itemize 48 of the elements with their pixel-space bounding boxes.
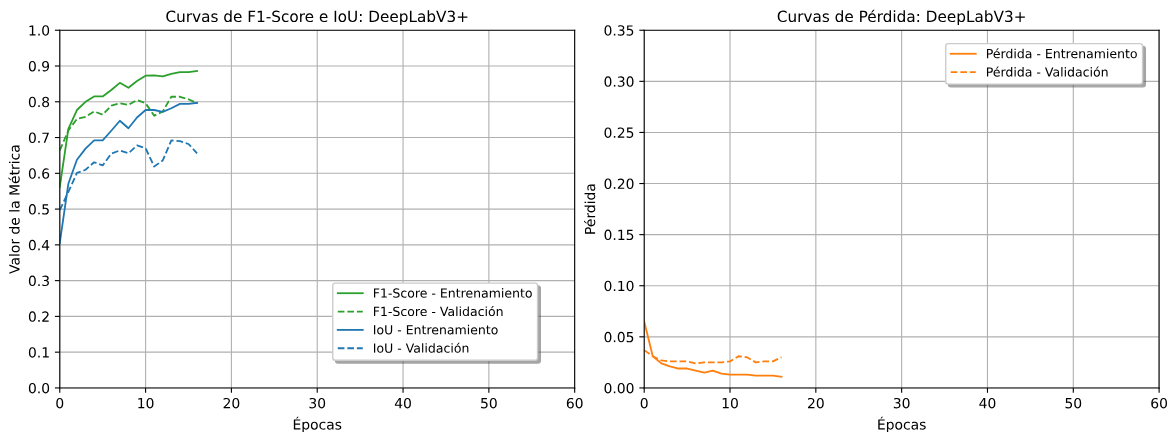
y-tick-label: 0.2 [28,311,49,322]
x-tick-label: 30 [893,397,910,409]
legend-label: Pérdida - Entrenamiento [986,48,1137,59]
x-tick-label: 20 [808,397,824,409]
x-tick-label: 40 [979,397,996,409]
chart-title: Curvas de F1-Score e IoU: DeepLabV3+ [166,10,468,26]
chart-title: Curvas de Pérdida: DeepLabV3+ [777,9,1025,26]
x-axis-title: Épocas [293,416,342,432]
y-axis-title: Pérdida [584,184,596,234]
legend-label: IoU - Entrenamiento [373,324,498,335]
y-tick-label: 0.3 [28,275,49,287]
y-tick-label: 0.7 [28,132,49,144]
line-series [59,101,198,244]
y-tick-label: 0.6 [28,168,50,179]
y-axis-title: Valor de la Métrica [8,145,20,274]
x-tick-label: 40 [394,397,411,409]
y-tick-label: 0.10 [604,280,634,292]
y-tick-label: 0.9 [28,60,50,72]
y-tick-label: 0.00 [604,382,634,394]
y-tick-label: 0.30 [604,76,634,87]
line-series [59,70,198,188]
legend-label: F1-Score - Entrenamiento [373,288,532,298]
y-tick-label: 0.05 [604,331,634,343]
legend-label: F1-Score - Validación [373,305,503,317]
x-tick-label: 0 [56,397,64,409]
line-series [644,320,783,378]
y-tick-label: 0.15 [604,229,634,241]
legend-label: Pérdida - Validación [986,66,1108,77]
x-tick-label: 60 [566,397,583,409]
legend-label: IoU - Validación [373,342,469,353]
y-tick-label: 0.20 [604,178,634,190]
x-tick-label: 0 [640,397,648,409]
x-tick-label: 30 [309,397,326,409]
x-tick-label: 50 [481,397,497,409]
y-tick-label: 0.4 [28,239,50,251]
y-tick-label: 0.25 [604,127,634,138]
x-tick-label: 10 [138,397,154,409]
x-tick-label: 50 [1065,397,1082,409]
y-tick-label: 0.0 [28,382,50,394]
y-tick-label: 0.1 [28,347,49,358]
y-tick-label: 1.0 [29,25,50,36]
y-tick-label: 0.5 [28,204,49,215]
x-tick-label: 20 [223,397,240,409]
y-tick-label: 0.35 [604,25,634,36]
y-tick-label: 0.8 [28,96,50,108]
x-tick-label: 60 [1151,397,1168,409]
x-tick-label: 10 [722,397,738,409]
x-axis-title: Épocas [878,416,926,432]
